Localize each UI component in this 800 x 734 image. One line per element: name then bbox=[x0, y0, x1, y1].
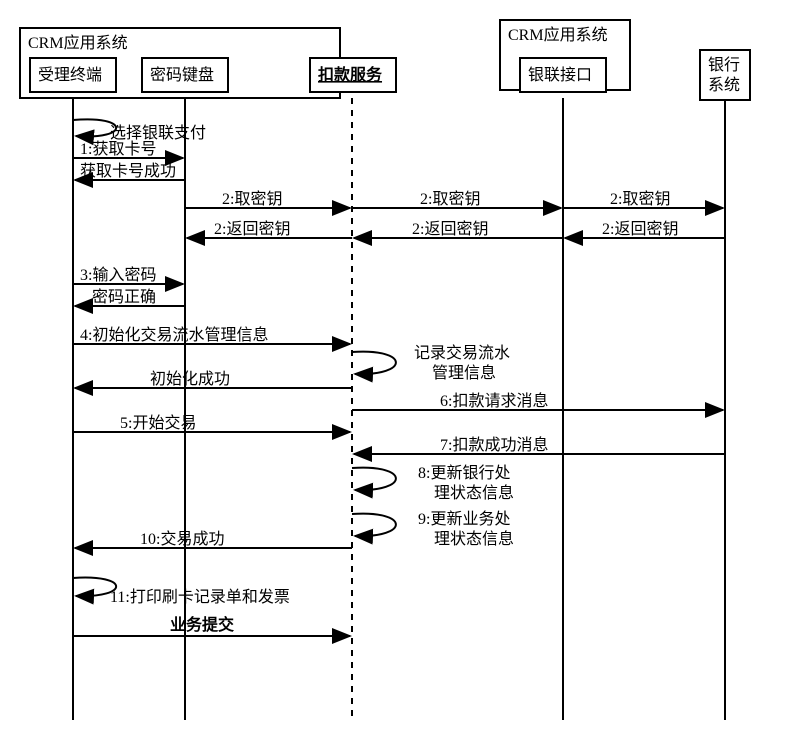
bank-label-2: 系统 bbox=[708, 76, 740, 94]
unionpay-label: 银联接口 bbox=[528, 66, 592, 84]
msg-1r: 获取卡号成功 bbox=[80, 162, 176, 180]
msg-1: 1:获取卡号 bbox=[80, 140, 156, 158]
msg-4s-2: 管理信息 bbox=[432, 364, 496, 382]
msg-2rb: 2:返回密钥 bbox=[412, 220, 488, 238]
terminal-label: 受理终端 bbox=[38, 66, 102, 84]
msg-2b: 2:取密钥 bbox=[420, 190, 480, 208]
msg-10: 10:交易成功 bbox=[140, 530, 224, 548]
msg-4s-1: 记录交易流水 bbox=[414, 344, 510, 362]
msg-2ra: 2:返回密钥 bbox=[214, 220, 290, 238]
msg-4: 4:初始化交易流水管理信息 bbox=[80, 326, 268, 344]
msg-2c: 2:取密钥 bbox=[610, 190, 670, 208]
deduct-label: 扣款服务 bbox=[318, 65, 383, 84]
msg-select-unionpay: 选择银联支付 bbox=[110, 124, 206, 142]
msg-9-loop bbox=[352, 514, 396, 536]
msg-4s-loop bbox=[352, 352, 396, 374]
msg-6: 6:扣款请求消息 bbox=[440, 392, 548, 410]
msg-9-2: 理状态信息 bbox=[434, 530, 514, 548]
msg-8-loop bbox=[352, 468, 396, 490]
msg-7: 7:扣款成功消息 bbox=[440, 436, 548, 454]
msg-11: 11:打印刷卡记录单和发票 bbox=[110, 588, 290, 606]
msg-2a: 2:取密钥 bbox=[222, 190, 282, 208]
msg-8-2: 理状态信息 bbox=[434, 484, 514, 502]
msg-4r: 初始化成功 bbox=[150, 370, 230, 388]
bank-label-1: 银行 bbox=[708, 56, 740, 74]
msg-9-1: 9:更新业务处 bbox=[418, 510, 510, 528]
msg-submit: 业务提交 bbox=[170, 615, 234, 634]
msg-5: 5:开始交易 bbox=[120, 414, 196, 432]
pinpad-label: 密码键盘 bbox=[150, 65, 214, 84]
crm-right-label: CRM应用系统 bbox=[508, 25, 608, 44]
msg-3: 3:输入密码 bbox=[80, 266, 156, 284]
crm-left-label: CRM应用系统 bbox=[28, 33, 128, 52]
msg-3r: 密码正确 bbox=[92, 288, 156, 306]
msg-2rc: 2:返回密钥 bbox=[602, 220, 678, 238]
sequence-diagram: CRM应用系统 受理终端 密码键盘 扣款服务 CRM应用系统 银联接口 银行 系… bbox=[0, 0, 800, 734]
msg-8-1: 8:更新银行处 bbox=[418, 464, 510, 482]
